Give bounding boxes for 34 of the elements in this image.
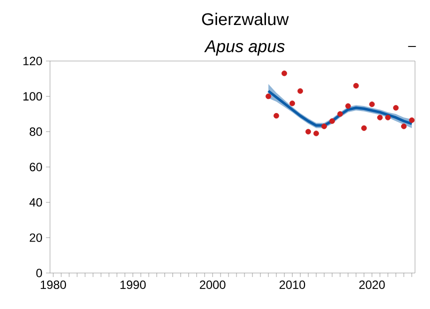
y-tick-label: 60: [30, 162, 42, 172]
point: [409, 117, 415, 123]
point: [289, 100, 296, 106]
chart-subtitle: Apus apus: [204, 40, 285, 56]
point: [361, 125, 367, 131]
x-tick-label: 1980: [40, 280, 66, 289]
point: [337, 111, 343, 117]
x-tick-label: 2000: [200, 280, 226, 289]
point: [274, 112, 280, 119]
chart-title: Gierzwaluw: [202, 12, 289, 26]
point: [313, 130, 319, 136]
point: [393, 105, 399, 111]
y-tick-label: 20: [30, 233, 42, 242]
point: [401, 124, 407, 130]
point: [377, 114, 383, 120]
point: [369, 101, 375, 108]
point: [282, 70, 288, 76]
x-tick-label: 2020: [359, 280, 385, 289]
text: –: [408, 46, 416, 47]
point: [345, 103, 351, 109]
point: [385, 114, 391, 120]
y-tick-label: 0: [36, 268, 42, 278]
y-tick-label: 40: [29, 198, 42, 207]
x-tick-label: 1990: [120, 280, 146, 289]
y-tick-label: 80: [30, 127, 42, 136]
point: [266, 94, 272, 100]
point: [353, 82, 359, 89]
point: [297, 88, 304, 94]
point: [321, 124, 327, 130]
y-tick-label: 100: [23, 92, 42, 101]
y-tick-label: 120: [23, 56, 42, 66]
point: [305, 128, 311, 134]
x-tick-label: 2010: [280, 280, 306, 289]
point: [329, 118, 335, 124]
